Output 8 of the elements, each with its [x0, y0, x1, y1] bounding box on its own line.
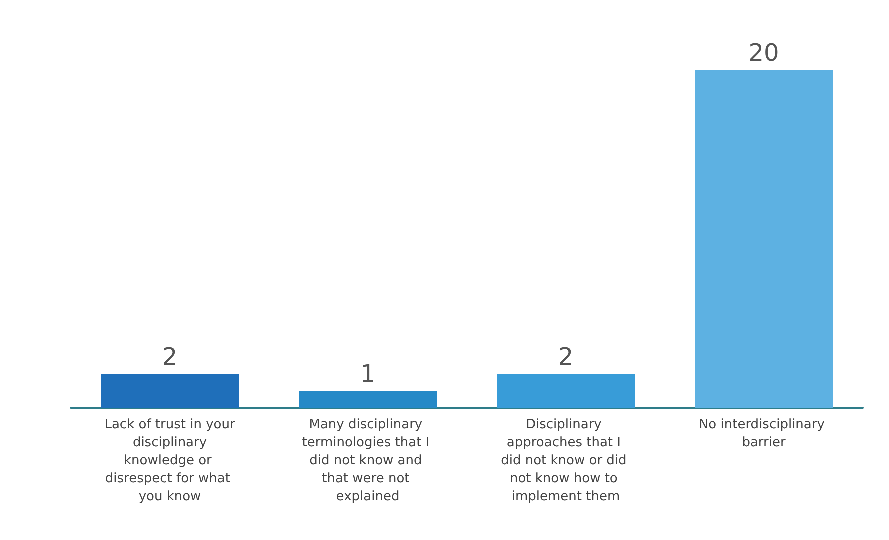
x-tick-label: Many disciplinary terminologies that I did not know and that were not explained	[302, 418, 434, 504]
data-label: 20	[748, 39, 780, 67]
x-tick-label: No interdisciplinary barrier	[698, 418, 830, 450]
x-tick-label: Disciplinary approaches that I did not know or did not know how to implement them	[501, 418, 631, 504]
x-tick-label: Lack of trust in your disciplinary knowledge or disrespect for what you know	[104, 418, 236, 504]
data-label: 2	[162, 343, 178, 372]
data-label: 1	[360, 360, 376, 388]
data-label: 2	[558, 343, 574, 372]
